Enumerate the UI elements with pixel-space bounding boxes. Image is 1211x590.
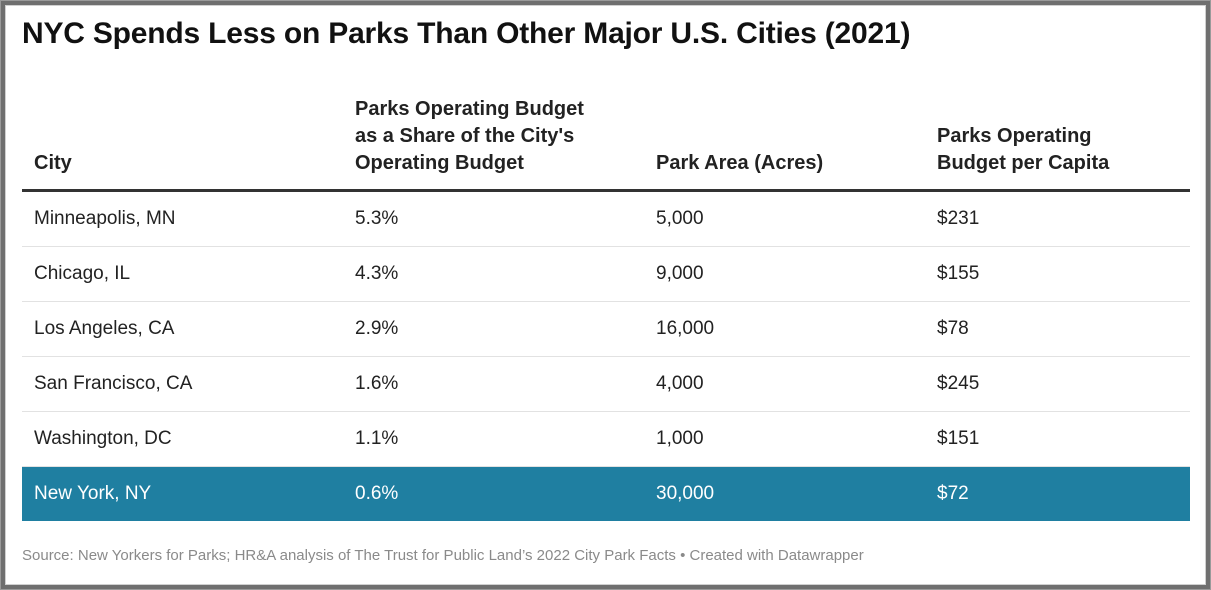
column-header-line: Budget per Capita bbox=[937, 152, 1110, 174]
table-row: Chicago, IL 4.3% 9,000 $155 bbox=[22, 246, 1190, 302]
cell-city: Washington, DC bbox=[22, 411, 343, 467]
table-body: Minneapolis, MN 5.3% 5,000 $231 Chicago, IL 4… bbox=[22, 190, 1190, 521]
cell-budget-share: 0.6% bbox=[343, 466, 644, 521]
cell-park-area: 9,000 bbox=[644, 246, 925, 302]
cell-city: Los Angeles, CA bbox=[22, 301, 343, 357]
cell-park-area: 1,000 bbox=[644, 411, 925, 467]
column-header-park-area: Park Area (Acres) bbox=[644, 95, 925, 192]
column-header-line: City bbox=[34, 152, 72, 174]
column-header-line: Parks Operating bbox=[937, 125, 1092, 147]
cell-budget-per-capita: $155 bbox=[925, 246, 1190, 302]
source-footer: Source: New Yorkers for Parks; HR&A anal… bbox=[22, 547, 864, 564]
table-row-highlighted: New York, NY 0.6% 30,000 $72 bbox=[22, 466, 1190, 521]
column-header-budget-per-capita: Parks Operating Budget per Capita bbox=[925, 95, 1190, 192]
header-row: City Parks Operating Budget as a Share of… bbox=[22, 95, 1190, 192]
column-header-line: Parks Operating Budget bbox=[355, 98, 584, 120]
cell-city: San Francisco, CA bbox=[22, 356, 343, 412]
cell-park-area: 16,000 bbox=[644, 301, 925, 357]
table-row: San Francisco, CA 1.6% 4,000 $245 bbox=[22, 356, 1190, 412]
cell-budget-share: 5.3% bbox=[343, 190, 644, 247]
cell-park-area: 4,000 bbox=[644, 356, 925, 412]
column-header-budget-share: Parks Operating Budget as a Share of the … bbox=[343, 95, 644, 192]
cell-park-area: 5,000 bbox=[644, 190, 925, 247]
table-row: Minneapolis, MN 5.3% 5,000 $231 bbox=[22, 190, 1190, 247]
cell-budget-share: 2.9% bbox=[343, 301, 644, 357]
cell-city: New York, NY bbox=[22, 466, 343, 521]
cell-budget-per-capita: $245 bbox=[925, 356, 1190, 412]
table-row: Los Angeles, CA 2.9% 16,000 $78 bbox=[22, 301, 1190, 357]
cell-budget-share: 1.6% bbox=[343, 356, 644, 412]
cell-budget-per-capita: $72 bbox=[925, 466, 1190, 521]
cell-city: Minneapolis, MN bbox=[22, 190, 343, 247]
cell-park-area: 30,000 bbox=[644, 466, 925, 521]
cell-budget-share: 4.3% bbox=[343, 246, 644, 302]
table-row: Washington, DC 1.1% 1,000 $151 bbox=[22, 411, 1190, 467]
cell-budget-per-capita: $151 bbox=[925, 411, 1190, 467]
column-header-city: City bbox=[22, 95, 343, 192]
column-header-line: Operating Budget bbox=[355, 152, 524, 174]
cell-budget-per-capita: $231 bbox=[925, 190, 1190, 247]
column-header-line: Park Area (Acres) bbox=[656, 152, 824, 174]
cell-city: Chicago, IL bbox=[22, 246, 343, 302]
chart-title: NYC Spends Less on Parks Than Other Majo… bbox=[22, 17, 911, 50]
data-table: City Parks Operating Budget as a Share of… bbox=[22, 95, 1190, 521]
column-header-line: as a Share of the City's bbox=[355, 125, 575, 147]
cell-budget-share: 1.1% bbox=[343, 411, 644, 467]
cell-budget-per-capita: $78 bbox=[925, 301, 1190, 357]
